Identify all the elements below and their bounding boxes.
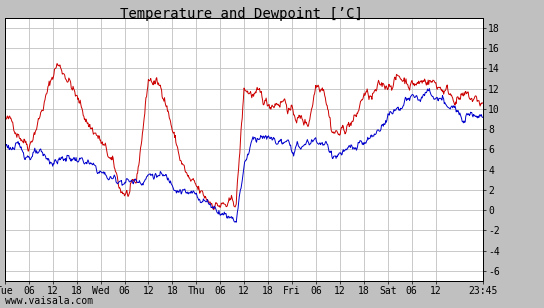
- Text: Temperature and Dewpoint [ʼC]: Temperature and Dewpoint [ʼC]: [120, 7, 363, 21]
- Text: www.vaisala.com: www.vaisala.com: [5, 297, 94, 306]
